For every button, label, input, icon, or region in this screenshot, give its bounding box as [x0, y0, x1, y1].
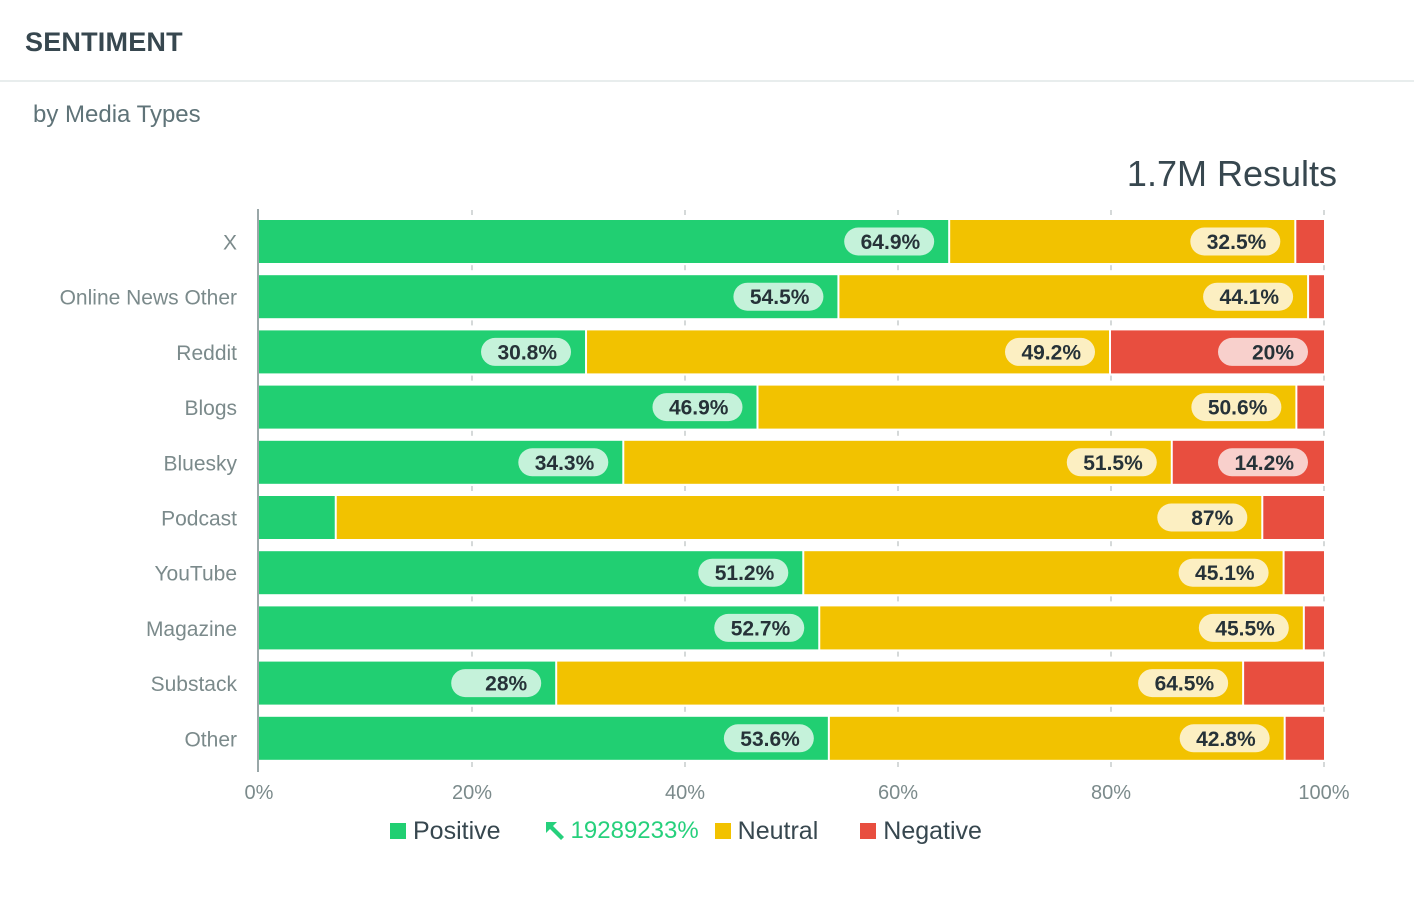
bar-segment-neutral[interactable] [557, 661, 1243, 705]
data-label: 46.9% [669, 397, 729, 420]
data-label: 45.5% [1215, 617, 1275, 640]
data-label-pill [698, 558, 789, 587]
chart-subtitle: by Media Types [33, 101, 201, 128]
data-label: 52.7% [731, 617, 791, 640]
data-label: 64.5% [1155, 673, 1215, 696]
data-label: 51.2% [715, 562, 775, 585]
bar-segment-negative[interactable] [1285, 716, 1324, 760]
data-label-pill [451, 669, 542, 698]
data-label: 64.9% [861, 231, 921, 254]
data-label: 42.8% [1196, 728, 1256, 751]
bar-segment-negative[interactable] [1244, 661, 1324, 705]
data-label-pill [1203, 282, 1294, 311]
card-header: SENTIMENT [0, 0, 1414, 82]
data-label-pill [481, 337, 572, 366]
bar-segment-negative[interactable] [1297, 385, 1324, 429]
data-label-pill [723, 724, 814, 753]
data-label: 30.8% [497, 341, 557, 364]
data-label-pill [518, 448, 609, 477]
y-axis: X Online News Other Reddit Blogs Bluesky Podc… [60, 232, 238, 752]
data-label-pill [1179, 724, 1270, 753]
data-label: 45.1% [1195, 562, 1255, 585]
neutral-swatch [714, 823, 731, 839]
bar-segment-negative[interactable] [1284, 551, 1324, 595]
negative-swatch [860, 823, 877, 839]
chart-legend: Positive 19289233% Neutral Negative [390, 814, 982, 848]
y-category-label: Reddit [176, 342, 237, 365]
data-label: 53.6% [740, 728, 800, 751]
data-label-pill [1218, 448, 1308, 477]
y-category-label: Online News Other [60, 287, 237, 310]
y-category-label: X [223, 232, 237, 255]
data-label-pill [1005, 337, 1095, 366]
positive-swatch [390, 823, 406, 839]
y-category-label: Blogs [184, 397, 237, 420]
x-tick-label: 60% [878, 782, 918, 804]
bars-group: 64.9% 32.5% 54.5% 44.1% 30.8% 49.2% 20% 46.9% 50… [259, 220, 1324, 760]
data-label-pill [1218, 337, 1308, 366]
data-label-pill [1066, 448, 1157, 477]
sentiment-bar-chart: 0% 20% 40% 60% 80% 100% 64.9% 32.5% 54.5% 44.1% 3… [60, 209, 1350, 804]
data-label-pill [1157, 503, 1248, 532]
x-tick-label: 80% [1091, 782, 1131, 804]
data-label-pill [733, 282, 824, 311]
results-count: 1.7M Results [1126, 153, 1337, 194]
data-label: 54.5% [750, 286, 810, 309]
data-label-pill [1138, 669, 1229, 698]
data-label-pill [844, 227, 935, 256]
bar-segment-negative[interactable] [1304, 606, 1324, 650]
data-label-pill [1198, 613, 1289, 642]
data-label: 44.1% [1220, 286, 1280, 309]
legend-label-neutral: Neutral [737, 816, 819, 845]
trend-value: 19289233% [570, 817, 699, 844]
data-label-pill [1190, 227, 1281, 256]
legend-label-negative: Negative [883, 816, 982, 845]
trend-indicator: 19289233% [543, 817, 699, 845]
x-axis: 0% 20% 40% 60% 80% 100% [245, 210, 1350, 804]
legend-item-neutral[interactable]: Neutral [714, 816, 819, 846]
y-category-label: Podcast [161, 508, 237, 531]
x-tick-label: 20% [452, 782, 492, 804]
data-label: 28% [485, 673, 527, 696]
y-category-label: Magazine [146, 618, 237, 641]
data-label-pill [1191, 393, 1282, 422]
card-title: SENTIMENT [25, 27, 183, 57]
data-label-pill [652, 393, 743, 422]
data-label: 87% [1191, 507, 1233, 530]
bar-segment-positive[interactable] [259, 496, 335, 539]
x-tick-label: 100% [1298, 782, 1349, 804]
y-category-label: Bluesky [163, 452, 237, 475]
bar-segment-negative[interactable] [1263, 496, 1324, 539]
x-tick-label: 0% [245, 782, 274, 804]
bar-segment-neutral[interactable] [336, 496, 1262, 539]
y-category-label: YouTube [154, 563, 237, 586]
bar-segment-negative[interactable] [1309, 275, 1324, 319]
data-label: 49.2% [1021, 341, 1081, 364]
data-label: 50.6% [1208, 397, 1268, 420]
data-label: 34.3% [535, 452, 595, 475]
legend-item-negative[interactable]: Negative [860, 817, 982, 846]
y-category-label: Substack [151, 673, 238, 696]
data-label: 14.2% [1234, 452, 1294, 475]
y-category-label: Other [184, 728, 237, 751]
bar-segment-positive[interactable] [259, 220, 949, 263]
data-label: 20% [1252, 341, 1294, 364]
legend-label-positive: Positive [413, 816, 501, 845]
data-label: 51.5% [1083, 452, 1143, 475]
arrow-up-left-icon [545, 822, 564, 840]
legend-item-positive[interactable]: Positive [390, 817, 501, 846]
bar-segment-negative[interactable] [1296, 220, 1324, 263]
data-label-pill [1178, 558, 1269, 587]
data-label: 32.5% [1207, 231, 1267, 254]
x-tick-label: 40% [665, 782, 705, 804]
data-label-pill [714, 613, 805, 642]
